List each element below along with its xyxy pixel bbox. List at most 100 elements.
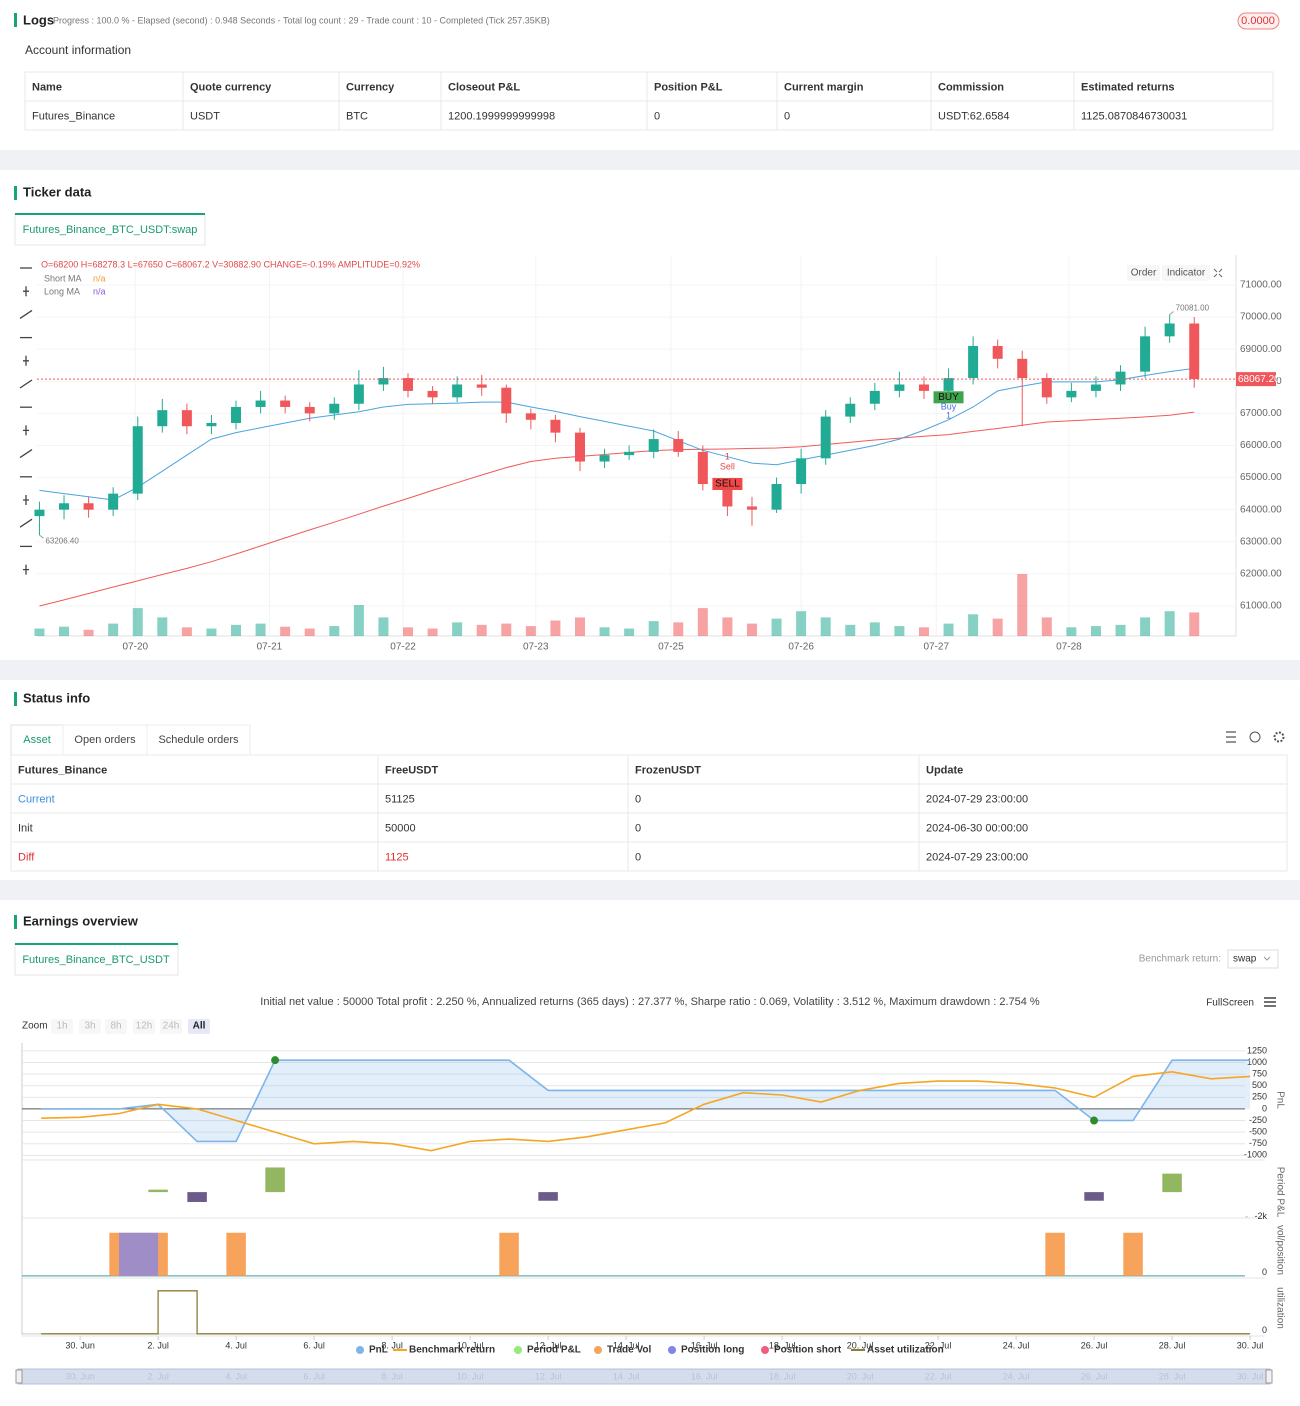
high-marker-label: 70081.00 — [1176, 304, 1210, 313]
menu-icon[interactable] — [1264, 997, 1276, 1007]
volume-bar — [697, 608, 708, 636]
candle-body — [624, 451, 635, 456]
volume-bar — [525, 626, 536, 636]
volume-bar — [501, 623, 512, 636]
chart-button[interactable] — [1162, 265, 1210, 281]
table-cell: Init — [18, 822, 33, 834]
legend-label[interactable]: Asset utilization — [867, 1345, 944, 1356]
chart-button[interactable] — [1127, 265, 1160, 281]
toolbar-icon[interactable] — [19, 449, 33, 459]
navigator-label: 20. Jul — [847, 1371, 874, 1381]
table-cell: Diff — [18, 851, 35, 863]
select[interactable] — [1227, 949, 1279, 969]
navigator-label: 8. Jul — [381, 1371, 403, 1381]
volume-bar — [59, 626, 70, 636]
table-cell: 2024-07-29 23:00:00 — [926, 851, 1028, 863]
tab-label[interactable]: Futures_Binance_BTC_USDT — [22, 954, 170, 966]
x-tick-label: 30. Jul — [1237, 1340, 1264, 1350]
tab[interactable] — [14, 213, 206, 246]
toolbar-icon[interactable] — [23, 564, 29, 575]
candle-body — [894, 384, 905, 391]
legend-label[interactable]: Period P&L — [527, 1345, 581, 1356]
fullscreen[interactable]: FullScreen — [1206, 998, 1254, 1009]
table-header: FrozenUSDT — [635, 764, 701, 776]
table-cell: 1200.1999999999998 — [448, 110, 555, 122]
low-marker-label: 63206.40 — [45, 536, 79, 545]
cloud-icon[interactable] — [1249, 731, 1261, 743]
volume-bar — [918, 627, 929, 636]
chart-button-label[interactable]: Indicator — [1167, 268, 1206, 279]
candle-body — [1115, 371, 1126, 385]
candle-body — [403, 378, 414, 391]
legend-label[interactable]: PnL — [369, 1345, 388, 1356]
zoom-button-label[interactable]: 8h — [110, 1021, 121, 1032]
tab-accent — [15, 943, 178, 945]
zoom-button[interactable] — [160, 1019, 182, 1034]
x-tick-label: 10. Jul — [457, 1340, 484, 1350]
x-tick-label: 12. Jul — [535, 1340, 562, 1350]
tab[interactable] — [62, 724, 148, 756]
volume-bar — [869, 622, 880, 636]
legend-label[interactable]: Position short — [774, 1345, 842, 1356]
navigator-handle[interactable] — [1265, 1369, 1273, 1384]
table-cell: 0 — [635, 793, 641, 805]
expand-icon[interactable] — [1213, 268, 1223, 278]
volume-bar — [280, 626, 291, 636]
earnings-panel — [0, 900, 1300, 1406]
candle-body — [1164, 323, 1175, 337]
tab-label[interactable]: Open orders — [74, 734, 136, 746]
chart-button-label[interactable]: Order — [1131, 268, 1157, 279]
zoom-button[interactable] — [188, 1019, 210, 1034]
candle-body — [476, 384, 487, 388]
zoom-button-label[interactable]: 12h — [136, 1021, 153, 1032]
period-pnl-bar — [265, 1167, 285, 1193]
zoom-button[interactable] — [133, 1019, 155, 1034]
zoom-button[interactable] — [79, 1019, 101, 1034]
benchmark-label: Benchmark return: — [1139, 954, 1221, 965]
y-tick-label: -2k — [1254, 1211, 1267, 1221]
title-accent — [14, 13, 17, 27]
candle-body — [280, 400, 291, 407]
toolbar-icon[interactable] — [19, 518, 33, 528]
legend-label[interactable]: Position long — [681, 1345, 744, 1356]
toolbar-icon[interactable] — [19, 379, 33, 389]
zoom-button[interactable] — [51, 1019, 73, 1034]
legend-label[interactable]: Trade Vol — [607, 1345, 651, 1356]
candle-body — [550, 419, 561, 433]
toolbar-icon[interactable] — [23, 286, 29, 297]
toolbar-icon[interactable] — [23, 495, 29, 505]
zoom-button-label[interactable]: 3h — [84, 1021, 95, 1032]
signal-text: Sell — [720, 461, 735, 471]
zoom-button-label[interactable]: All — [193, 1021, 206, 1032]
toolbar-icon[interactable] — [19, 309, 33, 319]
tab-label[interactable]: Schedule orders — [158, 734, 239, 746]
legend-label[interactable]: Benchmark return — [409, 1345, 495, 1356]
candle-body — [59, 503, 70, 510]
x-tick-label: 07-26 — [788, 642, 814, 653]
x-tick-label: 07-25 — [658, 642, 684, 653]
zoom-button-label[interactable]: 24h — [163, 1021, 180, 1032]
candle-body — [722, 483, 733, 507]
candle-body — [648, 439, 659, 452]
gear-icon[interactable] — [1273, 731, 1285, 743]
tab-label[interactable]: Asset — [23, 734, 51, 746]
y-tick-label: -250 — [1249, 1115, 1267, 1125]
period-pnl-bar — [187, 1192, 207, 1202]
list-icon[interactable] — [1226, 731, 1236, 743]
toolbar-icon[interactable] — [23, 425, 29, 436]
navigator-handle[interactable] — [15, 1369, 23, 1384]
zoom-button-label[interactable]: 1h — [56, 1021, 67, 1032]
indicator-status: n/a — [93, 286, 106, 296]
tab-label[interactable]: Futures_Binance_BTC_USDT:swap — [23, 224, 198, 236]
table-cell: 1125.0870846730031 — [1081, 110, 1187, 122]
pnl-marker — [271, 1056, 280, 1065]
zoom-button[interactable] — [105, 1019, 127, 1034]
volume-bar — [427, 628, 438, 636]
tab[interactable] — [10, 724, 64, 756]
volume-bar — [943, 623, 954, 636]
candle-body — [1189, 323, 1200, 380]
select-value[interactable]: swap — [1233, 954, 1257, 965]
x-tick-label: 07-28 — [1056, 642, 1082, 653]
candle-body — [918, 384, 929, 391]
toolbar-icon[interactable] — [23, 355, 29, 366]
